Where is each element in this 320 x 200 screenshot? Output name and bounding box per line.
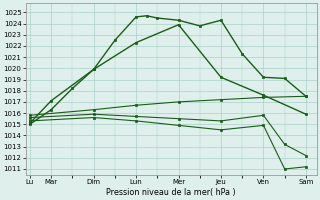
X-axis label: Pression niveau de la mer( hPa ): Pression niveau de la mer( hPa ) — [106, 188, 236, 197]
